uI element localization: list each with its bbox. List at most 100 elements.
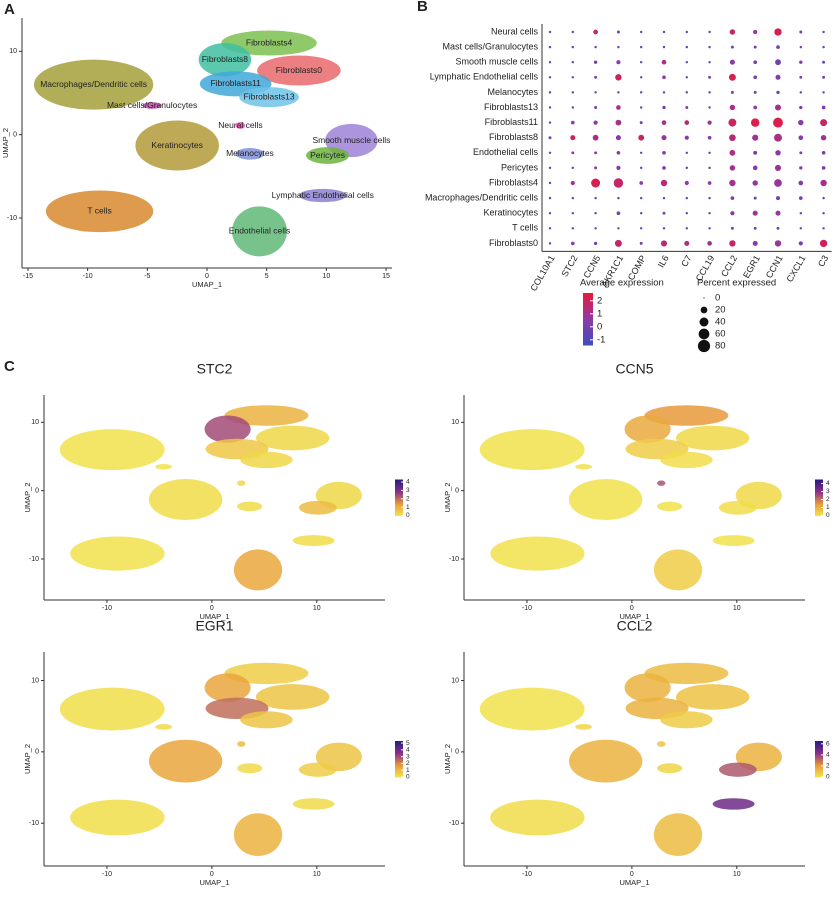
colorbar-label: 3	[826, 488, 830, 495]
y-axis-title: UMAP_2	[443, 744, 452, 774]
colorbar-step	[395, 741, 403, 743]
dot	[799, 91, 803, 94]
dot	[750, 118, 760, 127]
dot	[708, 196, 711, 200]
dot	[571, 106, 575, 109]
dot	[616, 60, 621, 65]
colorbar-step	[583, 338, 593, 341]
colorbar-step	[815, 507, 823, 509]
dot	[822, 75, 826, 79]
dot	[615, 135, 621, 141]
row-label: Mast cells/Granulocytes	[442, 41, 538, 51]
colorbar-step	[395, 499, 403, 502]
colorbar-step	[815, 514, 823, 516]
colorbar-step	[583, 343, 593, 346]
colorbar-step	[583, 306, 593, 308]
dot	[684, 135, 689, 140]
row-label: Smooth muscle cells	[455, 57, 538, 67]
dot	[639, 227, 643, 230]
dot	[548, 91, 552, 94]
dot	[571, 60, 575, 64]
colorbar-step	[395, 769, 403, 772]
row-label: Melanocytes	[487, 87, 538, 97]
dot	[708, 91, 711, 94]
x-axis-title: UMAP_1	[619, 612, 649, 621]
y-tick-label: 0	[35, 749, 39, 756]
colorbar-step	[583, 328, 593, 330]
colorbar-step	[815, 503, 823, 506]
colorbar-step	[583, 315, 593, 317]
colorbar-label: 2	[826, 496, 830, 503]
size-label: 60	[715, 329, 726, 340]
dot	[593, 60, 598, 64]
colorbar-label: 3	[406, 487, 410, 494]
colorbar-step	[815, 510, 823, 513]
dot	[639, 106, 643, 109]
dot	[685, 30, 689, 34]
x-axis-title: UMAP_1	[192, 280, 222, 289]
dot	[594, 196, 597, 200]
colorbar-step	[395, 767, 403, 770]
colorbar-step	[395, 763, 403, 766]
colorbar-step	[395, 496, 403, 498]
column-label: CCN5	[581, 254, 602, 280]
colorbar-step	[583, 339, 593, 342]
colorbar-step	[815, 479, 823, 482]
dot	[616, 105, 621, 110]
dot	[639, 241, 643, 245]
row-label: Fibroblasts13	[484, 102, 538, 112]
x-tick-label: -10	[522, 605, 532, 612]
colorbar-step	[583, 309, 593, 312]
colorbar-step	[583, 329, 593, 332]
dot	[616, 150, 621, 155]
colorbar-step	[395, 766, 403, 768]
colorbar-step	[395, 510, 403, 513]
colorbar-step	[815, 757, 823, 760]
dot	[799, 30, 803, 34]
colorbar-step	[815, 483, 823, 485]
dot	[820, 134, 827, 141]
colorbar-step	[395, 511, 403, 514]
dot	[617, 227, 620, 230]
dot	[639, 76, 643, 79]
colorbar-step	[815, 771, 823, 773]
colorbar-step	[815, 755, 823, 758]
colorbar-step	[583, 320, 593, 323]
colorbar-step	[395, 497, 403, 500]
colorbar-step	[395, 487, 403, 490]
dot	[684, 240, 690, 246]
colorbar-step	[815, 773, 823, 776]
dot	[798, 180, 804, 186]
colorbar-step	[395, 754, 403, 756]
cluster-cloud	[657, 501, 683, 512]
x-tick-label: 10	[313, 871, 321, 878]
colorbar-step	[395, 495, 403, 497]
cluster-cloud	[155, 464, 173, 470]
x-tick-label: 10	[322, 273, 330, 280]
colorbar-step	[583, 334, 593, 337]
y-tick-label: 0	[455, 488, 459, 495]
cluster-cloud	[653, 813, 703, 857]
dot	[548, 136, 552, 140]
colorbar-step	[395, 744, 403, 747]
dot	[753, 45, 757, 49]
dot	[548, 242, 552, 245]
x-tick-label: 0	[210, 871, 214, 878]
colorbar-step	[395, 757, 403, 760]
dot	[708, 151, 711, 155]
x-tick-label: -5	[144, 273, 150, 280]
colorbar-step	[583, 302, 593, 304]
y-tick-label: 0	[13, 132, 17, 139]
colorbar-step	[395, 504, 403, 507]
dot	[707, 135, 712, 140]
cluster-cloud	[235, 122, 246, 129]
column-label: CCN1	[764, 254, 785, 280]
cluster-cloud	[237, 480, 246, 486]
dot	[708, 166, 711, 170]
colorbar-step	[815, 496, 823, 498]
cluster-cloud	[718, 762, 757, 777]
cluster-label: Fibroblasts13	[244, 91, 295, 101]
dot	[639, 151, 643, 155]
colorbar-step	[395, 747, 403, 749]
